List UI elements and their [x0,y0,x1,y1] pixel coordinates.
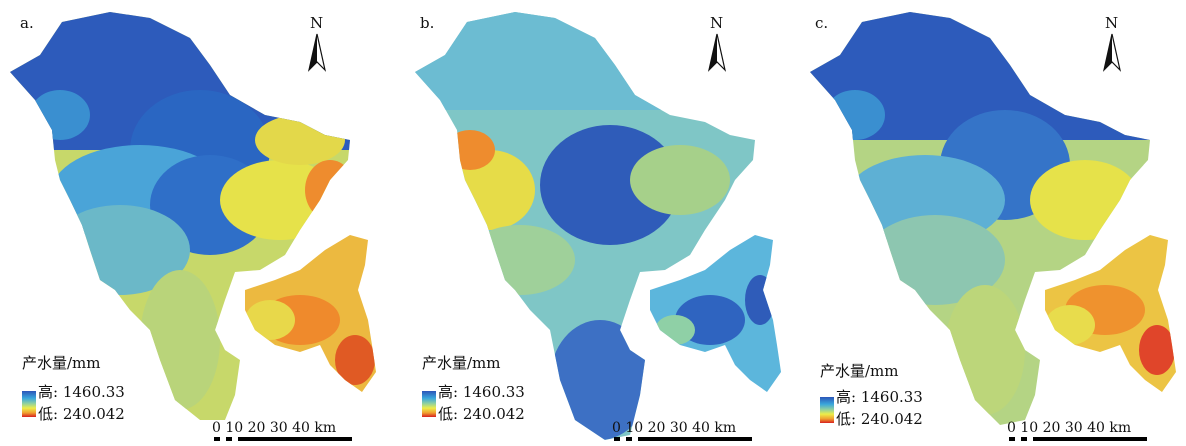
scale-bar: 0 10 20 30 40 km [612,420,792,446]
north-arrow: N [703,14,731,72]
scale-bar: 0 10 20 30 40 km [1007,420,1186,446]
scale-bar: 0 10 20 30 40 km [212,420,392,446]
water-yield-map-c [810,12,1176,425]
legend-title: 产水量/mm [820,362,899,380]
legend-low-label: 低: 240.042 [438,405,525,423]
legend-high-label: 高: 1460.33 [836,388,923,406]
map-panel-c: c. N 产水量/mm 高: 1460.33 低: 240.042 0 10 2… [795,0,1186,446]
legend-high-label: 高: 1460.33 [438,383,525,401]
legend-high-label: 高: 1460.33 [38,383,125,401]
scale-bar-segment [220,437,226,441]
map-panel-a: a. N 产水量/mm 高: 1460.33 低: 240.042 0 10 2… [0,0,395,446]
scale-bar-segment [1027,437,1033,441]
scale-bar-labels: 0 10 20 30 40 km [212,420,337,436]
legend-color-ramp [22,391,36,417]
map-panel-b: b. N 产水量/mm 高: 1460.33 低: 240.042 0 10 2… [400,0,795,446]
legend-title: 产水量/mm [422,354,501,372]
water-yield-map-b [415,12,781,440]
scale-bar-line [614,437,752,441]
scale-bar-labels: 0 10 20 30 40 km [612,420,737,436]
water-yield-map-a [10,12,376,420]
scale-bar-segment [232,437,238,441]
legend-color-ramp [820,397,834,423]
legend-low-label: 低: 240.042 [836,410,923,428]
north-arrow-icon [307,33,327,72]
north-letter: N [310,14,324,32]
north-letter: N [710,14,724,32]
north-arrow: N [303,14,331,72]
north-arrow-icon [707,33,727,72]
scale-bar-segment [1015,437,1021,441]
legend-low-label: 低: 240.042 [38,405,125,423]
legend-color-ramp [422,391,436,417]
scale-bar-segment [620,437,626,441]
panel-label: a. [20,14,34,32]
legend-title: 产水量/mm [22,354,101,372]
scale-bar-line [214,437,352,441]
scale-bar-segment [632,437,638,441]
north-arrow-icon [1102,33,1122,72]
panel-label: b. [420,14,435,32]
north-arrow: N [1098,14,1126,72]
scale-bar-line [1009,437,1147,441]
scale-bar-labels: 0 10 20 30 40 km [1007,420,1132,436]
panel-label: c. [815,14,829,32]
north-letter: N [1105,14,1119,32]
